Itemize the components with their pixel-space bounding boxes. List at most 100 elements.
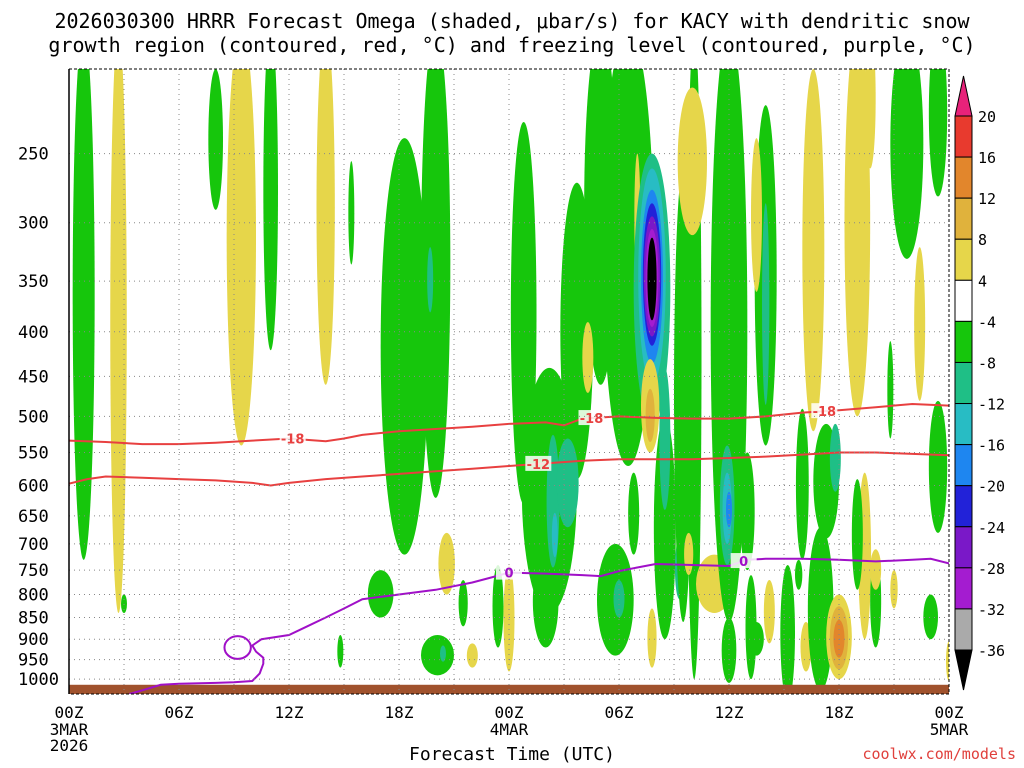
omega-cell <box>532 554 559 648</box>
omega-cell <box>890 69 924 259</box>
y-tick-label: 400 <box>18 323 49 343</box>
colorbar-bin <box>954 238 973 281</box>
omega-cell <box>492 564 504 648</box>
colorbar-bin <box>954 279 973 322</box>
omega-cell <box>551 512 558 558</box>
omega-cell <box>647 237 657 321</box>
y-tick-label: 900 <box>18 630 49 650</box>
chart-title-line-1: 2026030300 HRRR Forecast Omega (shaded, … <box>54 9 970 33</box>
y-tick-label: 700 <box>18 535 49 555</box>
colorbar-bin <box>954 115 973 158</box>
freezing-level-loop <box>223 635 252 660</box>
omega-cell <box>421 634 454 676</box>
x-axis-title: Forecast Time (UTC) <box>409 744 615 765</box>
colorbar-bin <box>954 361 973 405</box>
omega-cell <box>928 69 948 197</box>
x-tick-label: 00Z <box>495 703 524 722</box>
omega-cell <box>226 69 256 446</box>
y-tick-label: 800 <box>18 586 49 606</box>
omega-cell <box>740 452 755 571</box>
omega-cell <box>946 641 949 682</box>
omega-cell <box>503 564 515 672</box>
omega-cell <box>795 559 803 590</box>
colorbar-label: -28 <box>978 560 1005 578</box>
omega-cell <box>348 161 355 265</box>
x-tick-label: 06Z <box>605 703 634 722</box>
omega-cell <box>440 645 446 662</box>
x-tick-label: 18Z <box>385 703 414 722</box>
omega-cell <box>751 138 762 292</box>
omega-cell <box>367 570 394 618</box>
grid <box>68 69 950 694</box>
omega-cell <box>110 69 127 613</box>
colorbar-label: -12 <box>978 396 1005 414</box>
x-tick-sublabel: 5MAR <box>930 720 969 739</box>
omega-cell <box>870 549 882 590</box>
colorbar-label: -36 <box>978 642 1005 660</box>
y-tick-label: 850 <box>18 609 49 629</box>
x-tick-label: 00Z <box>935 703 964 722</box>
y-tick-label: 950 <box>18 651 49 671</box>
omega-cell <box>923 594 939 640</box>
omega-cell <box>659 367 671 510</box>
omega-cell <box>721 617 737 683</box>
omega-cell <box>762 203 770 405</box>
x-tick-label: 00Z <box>55 703 84 722</box>
colorbar-label: -8 <box>978 354 996 372</box>
x-tick-sublabel: 3MAR <box>50 720 89 739</box>
omega-cell <box>802 69 825 432</box>
colorbar-bin <box>954 485 973 528</box>
omega-cell <box>914 247 926 401</box>
omega-cell <box>645 388 655 443</box>
omega-cell <box>829 423 841 492</box>
omega-cell <box>710 69 748 622</box>
colorbar-bin <box>954 320 973 363</box>
colorbar-label: 12 <box>978 190 996 208</box>
dgz-minus12-contour <box>69 451 949 487</box>
y-tick-label: 550 <box>18 443 49 463</box>
omega-cell <box>677 87 707 236</box>
omega-cell <box>466 643 478 668</box>
omega-cell <box>887 341 894 439</box>
colorbar-bin <box>954 156 973 199</box>
omega-cell <box>316 69 335 385</box>
omega-cell <box>647 608 657 668</box>
y-tick-label: 450 <box>18 367 49 387</box>
x-tick-sublabel: 4MAR <box>490 720 529 739</box>
omega-cell <box>121 594 127 614</box>
omega-cell <box>628 472 640 555</box>
x-tick-label: 12Z <box>715 703 744 722</box>
y-tick-label: 250 <box>18 145 49 165</box>
y-tick-label: 1000 <box>18 670 59 690</box>
colorbar-bin <box>954 403 973 446</box>
omega-cell <box>72 69 95 560</box>
y-tick-label: 650 <box>18 507 49 527</box>
dgz-minus18-label: -18 <box>813 405 837 420</box>
omega-cell <box>421 69 451 498</box>
colorbar-bin <box>954 567 973 610</box>
x-tick-label: 06Z <box>165 703 194 722</box>
x-tick-label: 12Z <box>275 703 304 722</box>
omega-cell <box>795 408 809 560</box>
colorbar-label: -16 <box>978 437 1005 455</box>
colorbar-label: 4 <box>978 272 987 290</box>
freezing-level-label: 0 <box>739 555 748 570</box>
omega-cell <box>613 580 625 618</box>
colorbar-bin <box>954 197 973 240</box>
omega-cell <box>208 69 224 210</box>
y-tick-label: 750 <box>18 561 49 581</box>
y-tick-label: 500 <box>18 407 49 427</box>
colorbar-top-arrow <box>954 75 973 117</box>
colorbar-label: 8 <box>978 231 987 249</box>
omega-cell <box>749 621 764 656</box>
omega-cell <box>556 438 579 528</box>
omega-cell <box>851 479 863 590</box>
colorbar-bottom-arrow <box>954 649 973 691</box>
freezing-level-contour <box>129 557 949 694</box>
dgz-minus18-label: -18 <box>281 433 305 448</box>
omega-cell <box>844 69 871 417</box>
dgz-minus18-label: -18 <box>580 412 604 427</box>
y-tick-label: 350 <box>18 272 49 292</box>
y-tick-label: 600 <box>18 476 49 496</box>
